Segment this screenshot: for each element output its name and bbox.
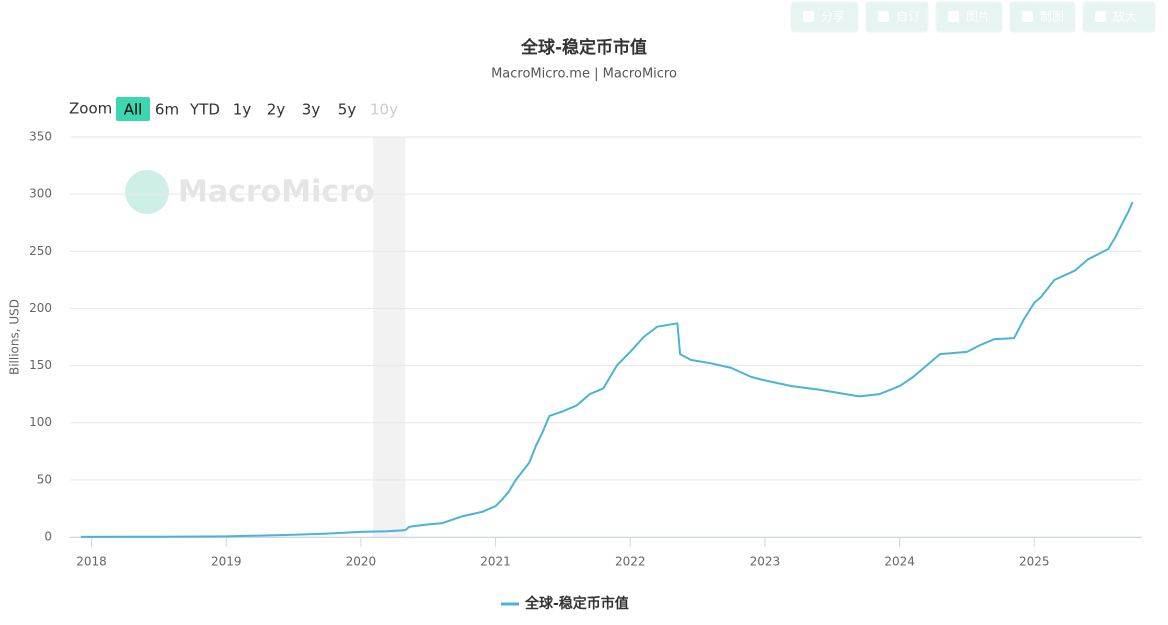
toolbar-label: 放大 [1113,9,1137,24]
toolbar-icon [803,11,814,22]
chart-subtitle: MacroMicro.me | MacroMicro [491,67,677,82]
y-tick-label: 250 [29,244,52,258]
y-tick-label: 200 [29,301,52,315]
zoom-button-label: 3y [302,101,321,119]
x-tick-label: 2025 [1019,555,1050,569]
shaded-band [373,137,406,537]
zoom-button[interactable] [116,97,150,121]
x-tick-label: 2021 [480,555,511,569]
y-tick-label: 150 [29,358,52,372]
toolbar-icon [878,11,889,22]
zoom-button-label: 1y [233,101,252,119]
zoom-label: Zoom [69,100,112,118]
zoom-button-label: 5y [338,101,357,119]
zoom-button[interactable] [152,97,182,121]
zoom-button[interactable] [228,97,256,121]
toolbar-button[interactable] [1009,1,1076,33]
chart-title: 全球-稳定币市值 [520,37,647,58]
zoom-button[interactable] [262,97,290,121]
toolbar-button[interactable] [865,1,929,33]
toolbar-label: 制图 [1040,10,1064,24]
zoom-button-label: 2y [267,101,286,119]
x-tick-label: 2019 [211,555,242,569]
zoom-button-label: YTD [189,101,220,119]
x-tick-label: 2024 [884,555,915,569]
legend-label: 全球-稳定币市值 [524,595,629,612]
x-tick-label: 2018 [76,555,107,569]
toolbar-label: 图片 [966,10,990,24]
toolbar-button[interactable] [790,1,859,33]
zoom-button[interactable] [297,97,325,121]
x-tick-label: 2023 [750,555,781,569]
zoom-button-label: 6m [155,101,179,119]
y-tick-label: 50 [37,472,52,486]
y-tick-label: 0 [44,530,52,544]
y-tick-label: 300 [29,187,52,201]
watermark-text: MacroMicro [178,175,375,210]
toolbar-button[interactable] [935,1,1003,33]
zoom-button[interactable] [186,97,224,121]
zoom-button [368,97,400,121]
zoom-button-label: All [124,101,143,119]
y-tick-label: 350 [29,130,52,144]
watermark: MacroMicro [125,170,375,214]
zoom-button-label: 10y [370,101,398,119]
toolbar-icon [948,11,959,22]
data-line [80,201,1134,538]
toolbar-icon [1095,11,1106,22]
y-axis-label: Billions, USD [8,299,22,375]
zoom-button[interactable] [333,97,361,121]
x-tick-label: 2022 [615,555,646,569]
x-tick-label: 2020 [346,555,377,569]
toolbar-icon [1022,11,1033,22]
watermark-logo [125,170,169,214]
toolbar-label: 自订 [896,10,920,24]
toolbar-button[interactable] [1082,1,1156,33]
y-tick-label: 100 [29,415,52,429]
toolbar-label: 分享 [821,9,845,24]
